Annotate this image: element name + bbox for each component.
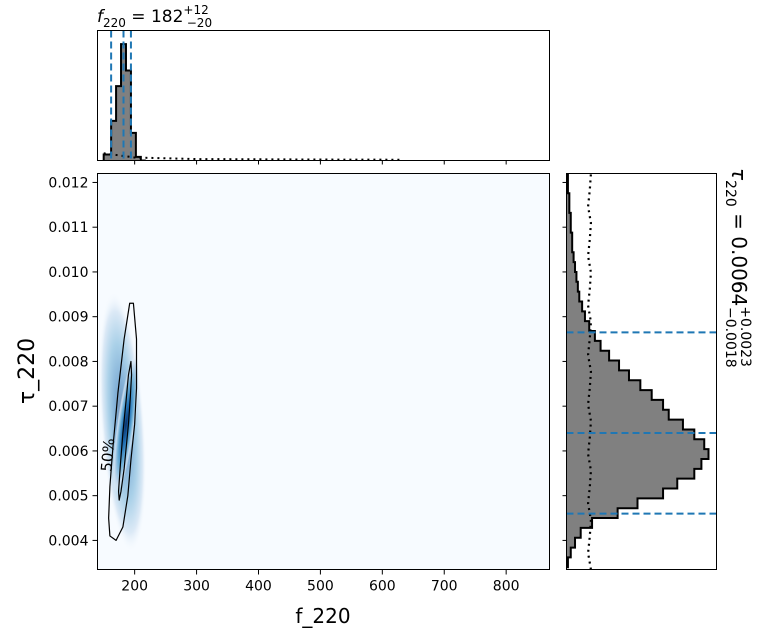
top-histogram-fill: [103, 44, 146, 161]
xtick-label-0: 200: [121, 579, 148, 595]
title-plus: +0.0023: [737, 306, 753, 367]
density-core: [112, 354, 140, 494]
ytick-label-5: 0.009: [48, 310, 88, 326]
title-minus: −20: [187, 16, 212, 30]
contour-90: [108, 302, 138, 542]
right-marginal-frame: [566, 173, 717, 570]
title-variable: τ: [727, 168, 751, 181]
top-marginal-panel: f220 = 182+12 −20: [97, 3, 550, 165]
xtick-label-1: 300: [183, 579, 210, 595]
y-axis-label: τ_220: [15, 338, 40, 404]
title-subscript: 220: [722, 180, 738, 207]
xtick-label-2: 400: [245, 579, 272, 595]
ytick-label-3: 0.007: [48, 399, 88, 415]
ytick-label-7: 0.011: [48, 220, 88, 236]
top-prior-line: [103, 152, 401, 161]
contour-50: [117, 360, 133, 501]
title-subscript: 220: [103, 16, 126, 30]
right-marginal-title: τ220 = 0.0064+0.0023−0.0018: [722, 168, 753, 368]
top-marginal-title: f220 = 182+12 −20: [97, 3, 212, 30]
joint-background: [97, 173, 550, 570]
ytick-label-8: 0.012: [48, 175, 88, 191]
right-prior-line: [586, 173, 593, 570]
right-histogram-outline: [566, 173, 710, 569]
ytick-label-0: 0.004: [48, 533, 88, 549]
right-marginal-panel: τ220 = 0.0064+0.0023−0.0018: [562, 168, 753, 570]
ytick-label-1: 0.005: [48, 489, 88, 505]
title-median: 0.0064: [727, 236, 751, 306]
ytick-label-4: 0.008: [48, 354, 88, 370]
top-marginal-frame: [97, 30, 550, 161]
contour-label-50: 50%: [97, 438, 118, 473]
right-histogram-fill: [566, 173, 709, 568]
x-axis-label: f_220: [295, 604, 350, 628]
title-plus: +12: [183, 3, 208, 17]
ytick-label-6: 0.010: [48, 265, 88, 281]
xtick-label-5: 700: [431, 579, 458, 595]
xtick-label-3: 500: [307, 579, 334, 595]
joint-panel: 50%90% 200 300 400 500 600 700 800 0.0040.0050…: [15, 173, 550, 628]
title-median: 182: [151, 7, 183, 27]
xtick-label-4: 600: [369, 579, 396, 595]
title-minus: −0.0018: [722, 307, 738, 368]
joint-frame: [97, 173, 550, 570]
title-variable: f: [97, 7, 106, 27]
xtick-label-6: 800: [493, 579, 520, 595]
ytick-label-2: 0.006: [48, 444, 88, 460]
